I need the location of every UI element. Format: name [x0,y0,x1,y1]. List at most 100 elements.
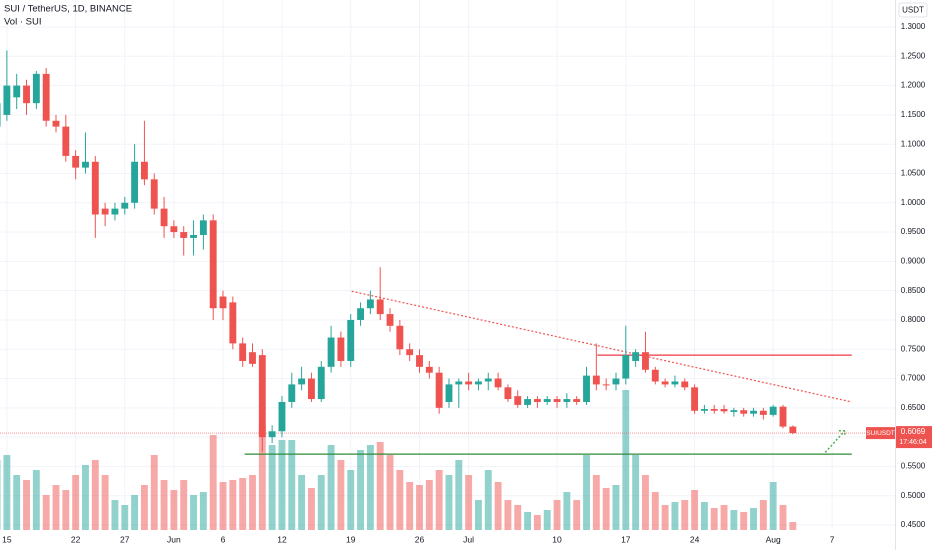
volume-bar [249,475,256,530]
volume-bar [661,505,669,530]
volume-bar [592,475,600,530]
volume-bar [209,435,217,530]
volume-bar [13,475,21,530]
candle-body [514,396,522,405]
candle-body [465,381,473,385]
candle-body [229,302,237,344]
candle-body [750,410,757,414]
candle-body [583,375,590,402]
candle-body [150,179,158,209]
candle-body [484,378,492,382]
x-tick-label: 22 [71,534,81,544]
volume-bar [524,512,532,530]
currency-box[interactable] [898,2,928,18]
volume-bar [23,480,30,530]
candle-body [769,406,777,415]
volume-bar [366,445,374,530]
candle-body [23,85,30,104]
volume-bar [72,475,80,530]
volume-bar [475,500,482,530]
y-tick-label: 0.9000 [901,256,926,265]
volume-bar [229,480,237,530]
x-tick-label: 24 [690,534,700,544]
trendline [351,290,852,403]
volume-bar [140,485,148,530]
candle-body [592,375,600,385]
volume-bar [121,505,129,530]
volume-bar [543,510,551,530]
volume-bar [52,485,60,530]
candle-body [209,220,217,309]
candle-body [396,325,404,350]
volume-bar [789,522,797,530]
y-tick-label: 0.4500 [901,520,926,529]
candle-body [700,409,708,411]
volume-bar [750,508,757,530]
x-tick-label: Jun [167,534,181,544]
volume-bar [553,500,561,530]
candle-body [632,352,640,361]
candle-body [13,85,21,98]
candle-body [710,409,718,411]
y-tick-label: 0.5500 [901,462,926,471]
candle-body [121,202,129,209]
x-tick-label: 10 [552,534,562,544]
volume-bar [779,505,787,530]
candle-body [494,378,502,388]
volume-bar [357,450,364,530]
x-tick-label: 26 [415,534,425,544]
volume-label: Vol · SUI [4,17,42,28]
candle-body [32,73,40,104]
volume-bar [730,510,738,530]
candle-body [62,126,70,156]
candle-body [543,399,551,402]
candle-body [199,220,207,236]
volume-bar [622,390,630,530]
candle-body [140,161,148,180]
y-tick-label: 1.1500 [901,110,926,119]
candle-body [622,355,630,379]
candle-body [347,319,355,361]
y-tick-label: 0.8000 [901,315,926,324]
volume-bar [190,495,197,530]
price-tag [896,426,932,449]
x-tick-label: Jul [463,534,474,544]
y-tick-label: 0.7000 [901,374,926,383]
candle-body [278,401,286,432]
y-tick-label: 1.3000 [901,22,926,31]
volume-bar [150,455,158,530]
volume-bar [32,470,40,530]
candle-body [425,366,433,373]
candle-body [101,208,109,215]
candle-body [730,410,738,412]
volume-bar [632,455,640,530]
x-tick-label: 12 [277,534,287,544]
volume-bar [131,495,139,530]
volume-bar [317,475,325,530]
candle-body [533,399,541,402]
symbol-tag [866,427,895,440]
candle-body [671,381,679,385]
y-tick-label: 1.2500 [901,51,926,60]
candle-body [131,161,139,203]
y-tick-label: 1.0500 [901,169,926,178]
x-tick-label: 27 [120,534,130,544]
volume-bar [239,478,247,530]
candle-body [416,355,423,367]
candle-body [239,343,247,361]
candle-body [219,296,227,309]
candle-body [386,314,394,326]
volume-bar [759,500,767,530]
countdown: 17:46:04 [899,439,926,446]
candle-body [553,399,561,402]
volume-bar [376,442,384,530]
x-tick-label: 6 [221,534,226,544]
x-tick-label: 19 [346,534,356,544]
candle-body [170,226,178,233]
candle-body [298,378,306,385]
volume-bar [583,455,590,530]
volume-bar [288,440,296,530]
candle-body [406,349,414,356]
volume-bar [573,500,581,530]
currency[interactable]: USDT [902,6,924,15]
